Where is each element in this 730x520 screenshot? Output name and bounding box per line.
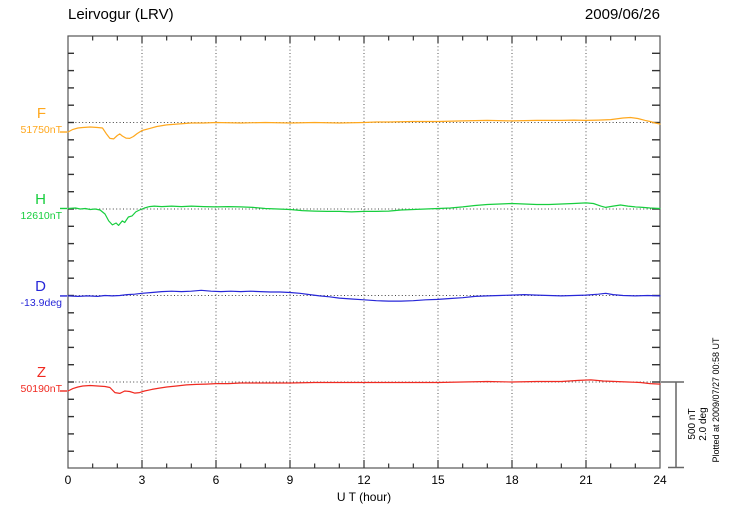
channel-value-Z: 50190nT <box>20 383 62 395</box>
x-axis-title: U T (hour) <box>336 490 392 504</box>
x-tick-label-15: 15 <box>431 473 445 487</box>
page-title: Leirvogur (LRV) <box>68 6 174 23</box>
x-tick-label-9: 9 <box>286 473 294 487</box>
x-tick-label-24: 24 <box>653 473 667 487</box>
x-tick-label-6: 6 <box>212 473 220 487</box>
trace-Z <box>67 379 661 394</box>
x-tick-label-3: 3 <box>138 473 146 487</box>
x-tick-label-18: 18 <box>505 473 519 487</box>
trace-D <box>67 289 661 302</box>
channel-value-F: 51750nT <box>20 123 62 136</box>
channel-value-D: -13.9deg <box>20 296 62 309</box>
channel-label-Z: Z <box>36 364 46 381</box>
date-label: 2009/06/26 <box>584 6 660 23</box>
channel-value-H: 12610nT <box>20 210 62 222</box>
channel-label-F: F <box>36 104 46 122</box>
x-tick-label-21: 21 <box>579 473 593 487</box>
trace-H <box>67 202 661 226</box>
scalebar-deg-label: 2.0 deg <box>698 407 709 441</box>
x-tick-label-0: 0 <box>64 473 72 487</box>
channel-label-D: D <box>35 277 46 295</box>
plotted-at-note: Plotted at 2009/07/27 00:58 UT <box>711 337 721 463</box>
trace-F <box>67 116 661 140</box>
channel-label-H: H <box>35 191 46 208</box>
x-tick-label-12: 12 <box>357 473 371 487</box>
